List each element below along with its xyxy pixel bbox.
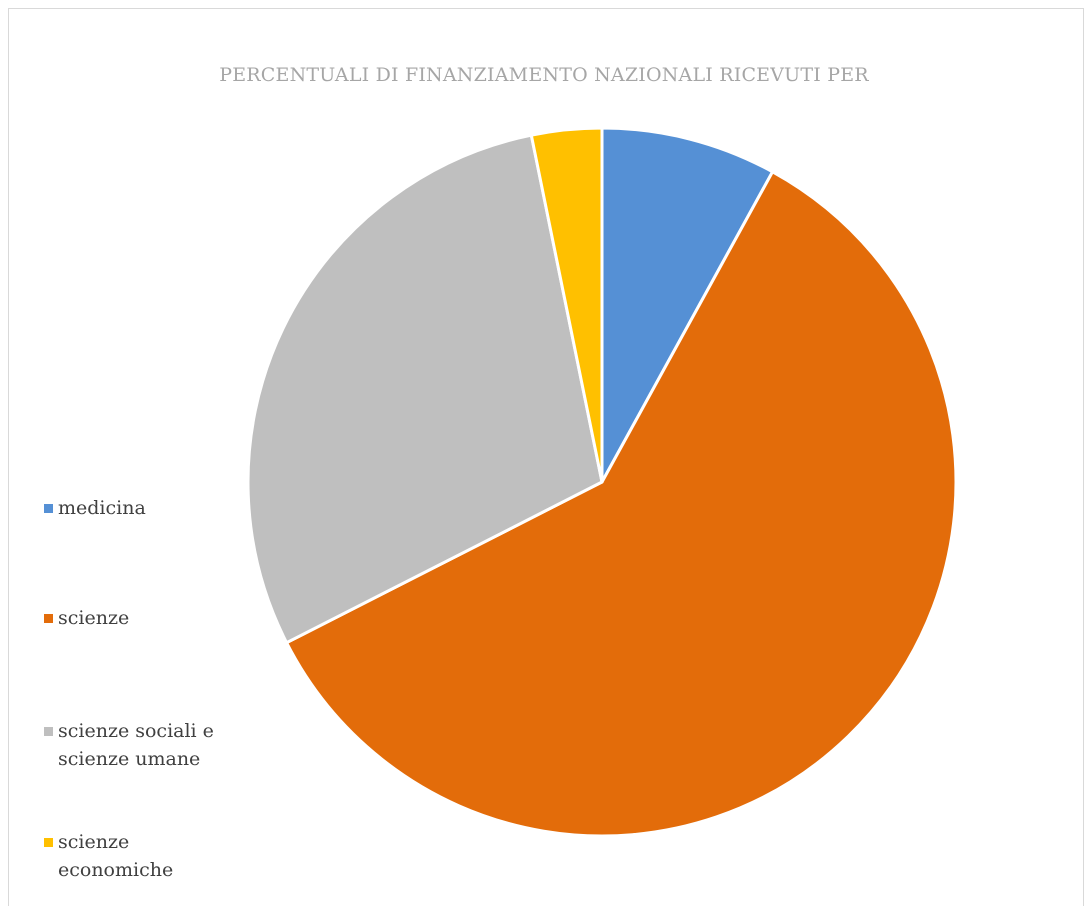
legend-swatch-scienze-economiche (44, 838, 53, 847)
legend-swatch-scienze-sociali (44, 727, 53, 736)
legend-label-scienze-sociali: scienze sociali e scienze umane (58, 720, 214, 770)
legend-item-scienze-sociali: scienze sociali e scienze umane (44, 717, 248, 773)
legend-item-medicina: medicina (44, 494, 248, 522)
legend-item-scienze-economiche: scienze economiche (44, 828, 248, 884)
legend-item-scienze: scienze (44, 604, 248, 632)
legend-swatch-scienze (44, 614, 53, 623)
pie-slices (246, 126, 958, 838)
chart-title: PERCENTUALI DI FINANZIAMENTO NAZIONALI R… (219, 64, 869, 86)
legend-label-scienze: scienze (58, 607, 130, 629)
pie-slice-scienze-economiche (529, 126, 604, 484)
legend-label-medicina: medicina (58, 497, 146, 519)
legend-label-scienze-economiche: scienze economiche (58, 831, 174, 881)
legend: medicina scienze scienze sociali e scien… (0, 0, 250, 906)
pie-slice-medicina (600, 126, 775, 484)
pie-slice-scienze-sociali-e-scienze-umane (246, 133, 604, 645)
pie-slice-scienze (285, 170, 958, 838)
legend-swatch-medicina (44, 504, 53, 513)
